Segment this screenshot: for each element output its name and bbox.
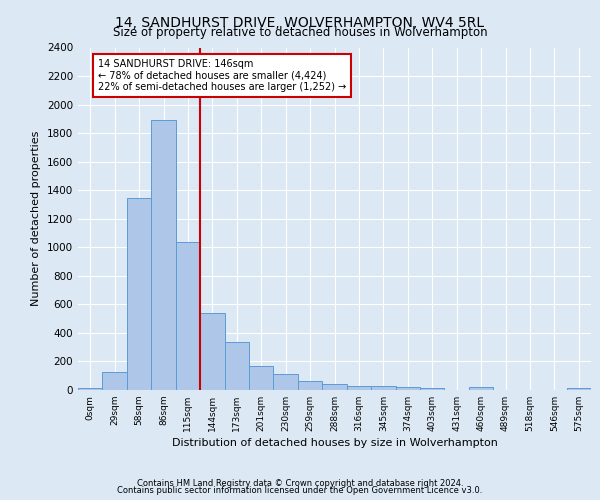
Bar	[127, 198, 151, 390]
Bar	[347, 386, 371, 390]
Bar	[566, 388, 591, 390]
Bar	[151, 120, 176, 390]
Bar	[395, 387, 420, 390]
Bar	[224, 342, 249, 390]
Bar	[200, 313, 224, 390]
Y-axis label: Number of detached properties: Number of detached properties	[31, 131, 41, 306]
Text: Contains HM Land Registry data © Crown copyright and database right 2024.: Contains HM Land Registry data © Crown c…	[137, 478, 463, 488]
Text: Contains public sector information licensed under the Open Government Licence v3: Contains public sector information licen…	[118, 486, 482, 495]
Bar	[249, 366, 274, 390]
Bar	[78, 388, 103, 390]
Bar	[176, 242, 200, 390]
X-axis label: Distribution of detached houses by size in Wolverhampton: Distribution of detached houses by size …	[172, 438, 497, 448]
Bar	[274, 374, 298, 390]
Bar	[298, 380, 322, 390]
Text: 14, SANDHURST DRIVE, WOLVERHAMPTON, WV4 5RL: 14, SANDHURST DRIVE, WOLVERHAMPTON, WV4 …	[115, 16, 485, 30]
Bar	[103, 372, 127, 390]
Bar	[371, 386, 395, 390]
Bar	[469, 387, 493, 390]
Text: Size of property relative to detached houses in Wolverhampton: Size of property relative to detached ho…	[113, 26, 487, 39]
Bar	[420, 388, 445, 390]
Bar	[322, 384, 347, 390]
Text: 14 SANDHURST DRIVE: 146sqm
← 78% of detached houses are smaller (4,424)
22% of s: 14 SANDHURST DRIVE: 146sqm ← 78% of deta…	[98, 59, 346, 92]
